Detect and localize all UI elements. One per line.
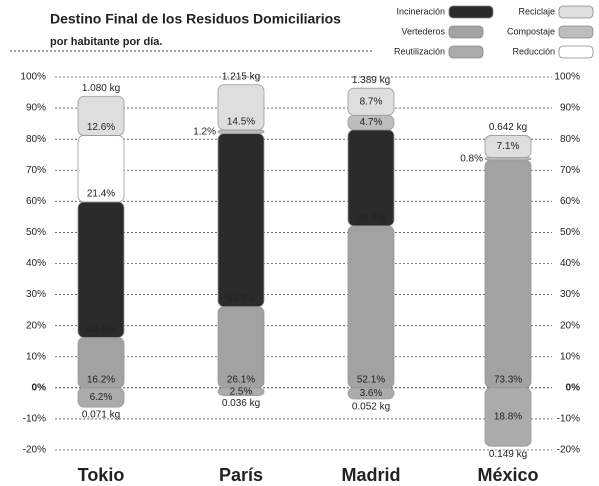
- value-label: 1.2%: [193, 126, 216, 137]
- y-tick-label-right: 80%: [560, 134, 580, 145]
- chart-title: Destino Final de los Residuos Domiciliar…: [50, 11, 341, 27]
- y-tick-label: 40%: [26, 258, 46, 269]
- y-tick-label: 10%: [26, 351, 46, 362]
- bar-segment: [217, 129, 265, 134]
- bar-segment: [484, 159, 532, 389]
- top-label: 0.642 kg: [489, 122, 527, 133]
- legend-swatch: [558, 5, 594, 19]
- y-tick-label: 70%: [26, 165, 46, 176]
- value-label: 52.1%: [357, 374, 385, 385]
- bar-segment: [77, 387, 125, 408]
- legend-label: Vertederos: [401, 26, 445, 36]
- value-label: 73.3%: [494, 374, 522, 385]
- y-tick-label-right: 60%: [560, 196, 580, 207]
- legend-label: Compostaje: [507, 26, 555, 36]
- top-label: 1.215 kg: [222, 71, 260, 82]
- y-tick-label-right: 90%: [560, 103, 580, 114]
- x-tick-label: Madrid: [341, 465, 400, 485]
- value-label: 21.4%: [87, 189, 115, 200]
- bar-segment: [347, 225, 395, 389]
- y-tick-label-right: 20%: [560, 320, 580, 331]
- value-label: 7.1%: [497, 141, 520, 152]
- bar-segment: [217, 387, 265, 397]
- y-tick-label: 60%: [26, 196, 46, 207]
- legend-label: Reciclaje: [518, 6, 555, 16]
- legend-swatch: [448, 45, 484, 59]
- y-tick-label-right: 70%: [560, 165, 580, 176]
- value-label: 8.7%: [360, 96, 383, 107]
- y-tick-label-right: 50%: [560, 227, 580, 238]
- bar-segment: [347, 387, 395, 400]
- y-tick-label: 100%: [20, 72, 46, 83]
- legend-swatch: [448, 25, 484, 39]
- bar-segment: [484, 135, 532, 158]
- y-tick-label: 80%: [26, 134, 46, 145]
- y-tick-label-right: 0%: [566, 382, 581, 393]
- legend-label: Reducción: [512, 46, 555, 56]
- value-label: 3.6%: [360, 388, 383, 399]
- x-tick-label: Tokio: [78, 465, 125, 485]
- y-tick-label-right: 30%: [560, 289, 580, 300]
- y-tick-label: 0%: [32, 382, 47, 393]
- value-label: 16.2%: [87, 374, 115, 385]
- y-tick-label: 30%: [26, 289, 46, 300]
- bar-segment: [347, 129, 395, 227]
- legend-swatch: [558, 45, 594, 59]
- top-label: 1.389 kg: [352, 75, 390, 86]
- value-label: 0.8%: [460, 153, 483, 164]
- y-tick-label: 20%: [26, 320, 46, 331]
- chart-subtitle: por habitante por día.: [50, 36, 162, 48]
- legend-label: Incineración: [396, 6, 445, 16]
- y-tick-label: 50%: [26, 227, 46, 238]
- value-label: 2.5%: [230, 386, 253, 397]
- value-label: 14.5%: [227, 116, 255, 127]
- value-label: 4.7%: [360, 117, 383, 128]
- y-tick-label-right: 100%: [554, 72, 580, 83]
- x-tick-label: México: [477, 465, 538, 485]
- bar-segment: [217, 133, 265, 308]
- bottom-label: 0.036 kg: [222, 398, 260, 409]
- y-tick-label-right: 40%: [560, 258, 580, 269]
- bar-segment: [484, 387, 532, 447]
- bottom-label: 0.052 kg: [352, 402, 390, 413]
- y-tick-label-right: 10%: [560, 351, 580, 362]
- bar-segment: [347, 87, 395, 116]
- value-label: 30.9%: [357, 213, 385, 224]
- x-tick-label: París: [219, 465, 263, 485]
- legend-label: Reutilización: [394, 46, 445, 56]
- y-tick-label: 90%: [26, 103, 46, 114]
- value-label: 55.7%: [227, 293, 255, 304]
- bottom-label: 0.071 kg: [82, 410, 120, 421]
- legend-swatch: [448, 5, 494, 19]
- bar-segment: [217, 84, 265, 131]
- y-tick-label: -20%: [23, 445, 46, 456]
- bar-segment: [77, 201, 125, 338]
- top-label: 1.080 kg: [82, 83, 120, 94]
- y-tick-label-right: -10%: [557, 414, 580, 425]
- value-label: 6.2%: [90, 392, 113, 403]
- value-label: 18.8%: [494, 412, 522, 423]
- value-label: 12.6%: [87, 122, 115, 133]
- y-tick-label-right: -20%: [557, 445, 580, 456]
- value-label: 43.6%: [87, 324, 115, 335]
- y-tick-label: -10%: [23, 414, 46, 425]
- value-label: 26.1%: [227, 374, 255, 385]
- legend-swatch: [558, 25, 594, 39]
- bottom-label: 0.149 kg: [489, 449, 527, 460]
- bar-segment: [77, 95, 125, 136]
